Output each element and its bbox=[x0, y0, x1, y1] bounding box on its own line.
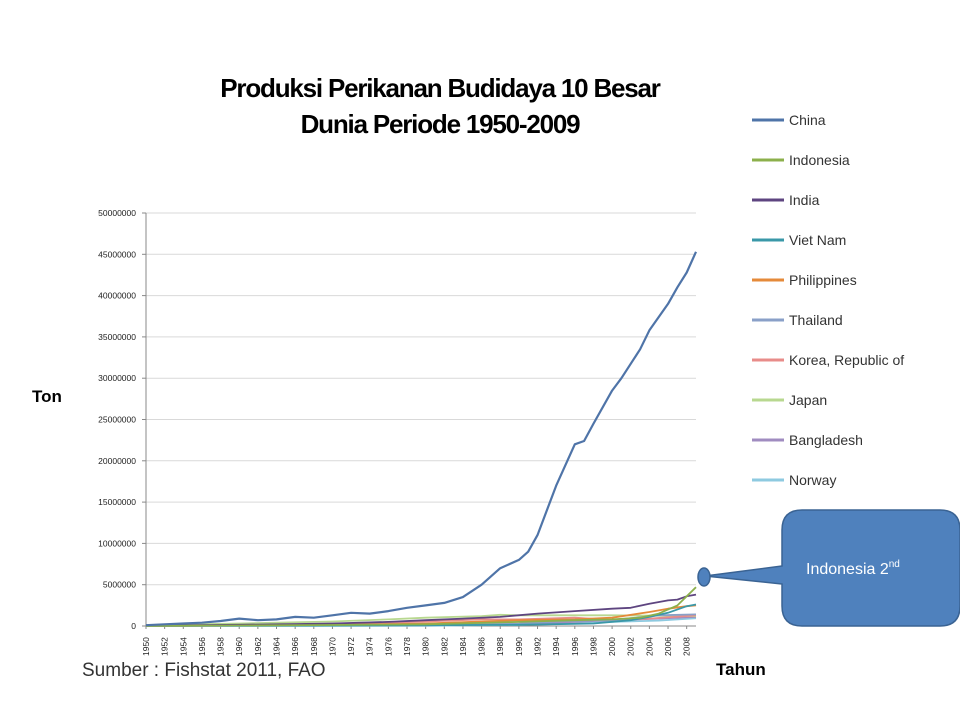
x-tick-label: 1978 bbox=[402, 637, 412, 656]
chart-series bbox=[145, 251, 698, 627]
x-tick-label: 1980 bbox=[421, 637, 431, 656]
x-tick-label: 1982 bbox=[439, 637, 449, 656]
series-line-indonesia bbox=[145, 586, 697, 627]
x-tick-label: 1994 bbox=[551, 637, 561, 656]
callout-shape bbox=[704, 509, 960, 627]
y-tick-label: 0 bbox=[131, 621, 136, 631]
x-tick-label: 1970 bbox=[327, 637, 337, 656]
series-line-japan bbox=[145, 613, 697, 627]
x-tick-label: 1962 bbox=[253, 637, 263, 656]
source-note: Sumber : Fishstat 2011, FAO bbox=[82, 660, 326, 681]
x-tick-label: 1952 bbox=[160, 637, 170, 656]
y-tick-label: 50000000 bbox=[98, 208, 136, 218]
y-tick-label: 5000000 bbox=[103, 580, 136, 590]
x-axis-ticks: 1950 1952 1954 1956 1958 1960 1962 1964 1966 1968… bbox=[141, 637, 692, 656]
x-tick-label: 1988 bbox=[495, 637, 505, 656]
legend-label-india: India bbox=[789, 192, 820, 208]
x-tick-label: 1990 bbox=[514, 637, 524, 656]
x-tick-label: 1964 bbox=[272, 637, 282, 656]
legend-label-china: China bbox=[789, 112, 826, 128]
x-tick-label: 1966 bbox=[290, 637, 300, 656]
x-tick-label: 1950 bbox=[141, 637, 151, 656]
callout-pointer-marker bbox=[697, 567, 711, 587]
x-tick-label: 1976 bbox=[383, 637, 393, 656]
x-tick-label: 2000 bbox=[607, 637, 617, 656]
y-tick-label: 40000000 bbox=[98, 291, 136, 301]
legend-label-korea-republic-of: Korea, Republic of bbox=[789, 352, 904, 368]
x-tick-label: 1960 bbox=[234, 637, 244, 656]
x-tick-label: 1986 bbox=[477, 637, 487, 656]
y-axis-label: Ton bbox=[32, 387, 62, 406]
x-tick-label: 2002 bbox=[626, 637, 636, 656]
callout-label: Indonesia 2nd bbox=[806, 559, 900, 578]
chart-title-line-2: Dunia Periode 1950-2009 bbox=[300, 109, 581, 139]
series-line-india bbox=[145, 593, 697, 627]
x-tick-label: 1958 bbox=[216, 637, 226, 656]
chart-legend: China Indonesia India Viet Nam Philippines Th… bbox=[752, 112, 904, 488]
x-tick-label: 1974 bbox=[365, 637, 375, 656]
x-tick-label: 1954 bbox=[178, 637, 188, 656]
x-tick-label: 1998 bbox=[588, 637, 598, 656]
y-tick-label: 35000000 bbox=[98, 332, 136, 342]
chart-title: Produksi Perikanan Budidaya 10 Besar Dun… bbox=[150, 70, 730, 142]
x-tick-label: 1972 bbox=[346, 637, 356, 656]
y-tick-label: 25000000 bbox=[98, 415, 136, 425]
x-tick-label: 1984 bbox=[458, 637, 468, 656]
chart-grid bbox=[142, 212, 696, 629]
legend-label-philippines: Philippines bbox=[789, 272, 857, 288]
legend-label-thailand: Thailand bbox=[789, 312, 843, 328]
legend-label-viet-nam: Viet Nam bbox=[789, 232, 846, 248]
x-tick-label: 2008 bbox=[682, 637, 692, 656]
x-tick-label: 2006 bbox=[663, 637, 673, 656]
legend-label-indonesia: Indonesia bbox=[789, 152, 850, 168]
x-tick-label: 1968 bbox=[309, 637, 319, 656]
chart-title-line-1: Produksi Perikanan Budidaya 10 Besar bbox=[220, 73, 661, 103]
callout-label-main: Indonesia 2 bbox=[806, 561, 889, 578]
legend-label-norway: Norway bbox=[789, 472, 836, 488]
x-tick-label: 2004 bbox=[644, 637, 654, 656]
y-tick-label: 30000000 bbox=[98, 373, 136, 383]
x-tick-label: 1992 bbox=[533, 637, 543, 656]
legend-label-bangladesh: Bangladesh bbox=[789, 432, 863, 448]
y-tick-label: 20000000 bbox=[98, 456, 136, 466]
indonesia-callout: Indonesia 2nd bbox=[697, 509, 960, 627]
legend-label-japan: Japan bbox=[789, 392, 827, 408]
y-axis-ticks: 0 5000000 10000000 15000000 20000000 25000000… bbox=[98, 208, 136, 631]
y-tick-label: 15000000 bbox=[98, 497, 136, 507]
y-tick-label: 10000000 bbox=[98, 538, 136, 548]
x-axis-label: Tahun bbox=[716, 660, 766, 679]
x-tick-label: 1956 bbox=[197, 637, 207, 656]
series-line-china bbox=[145, 251, 698, 627]
y-tick-label: 45000000 bbox=[98, 249, 136, 259]
callout-label-superscript: nd bbox=[889, 559, 900, 570]
x-tick-label: 1996 bbox=[570, 637, 580, 656]
